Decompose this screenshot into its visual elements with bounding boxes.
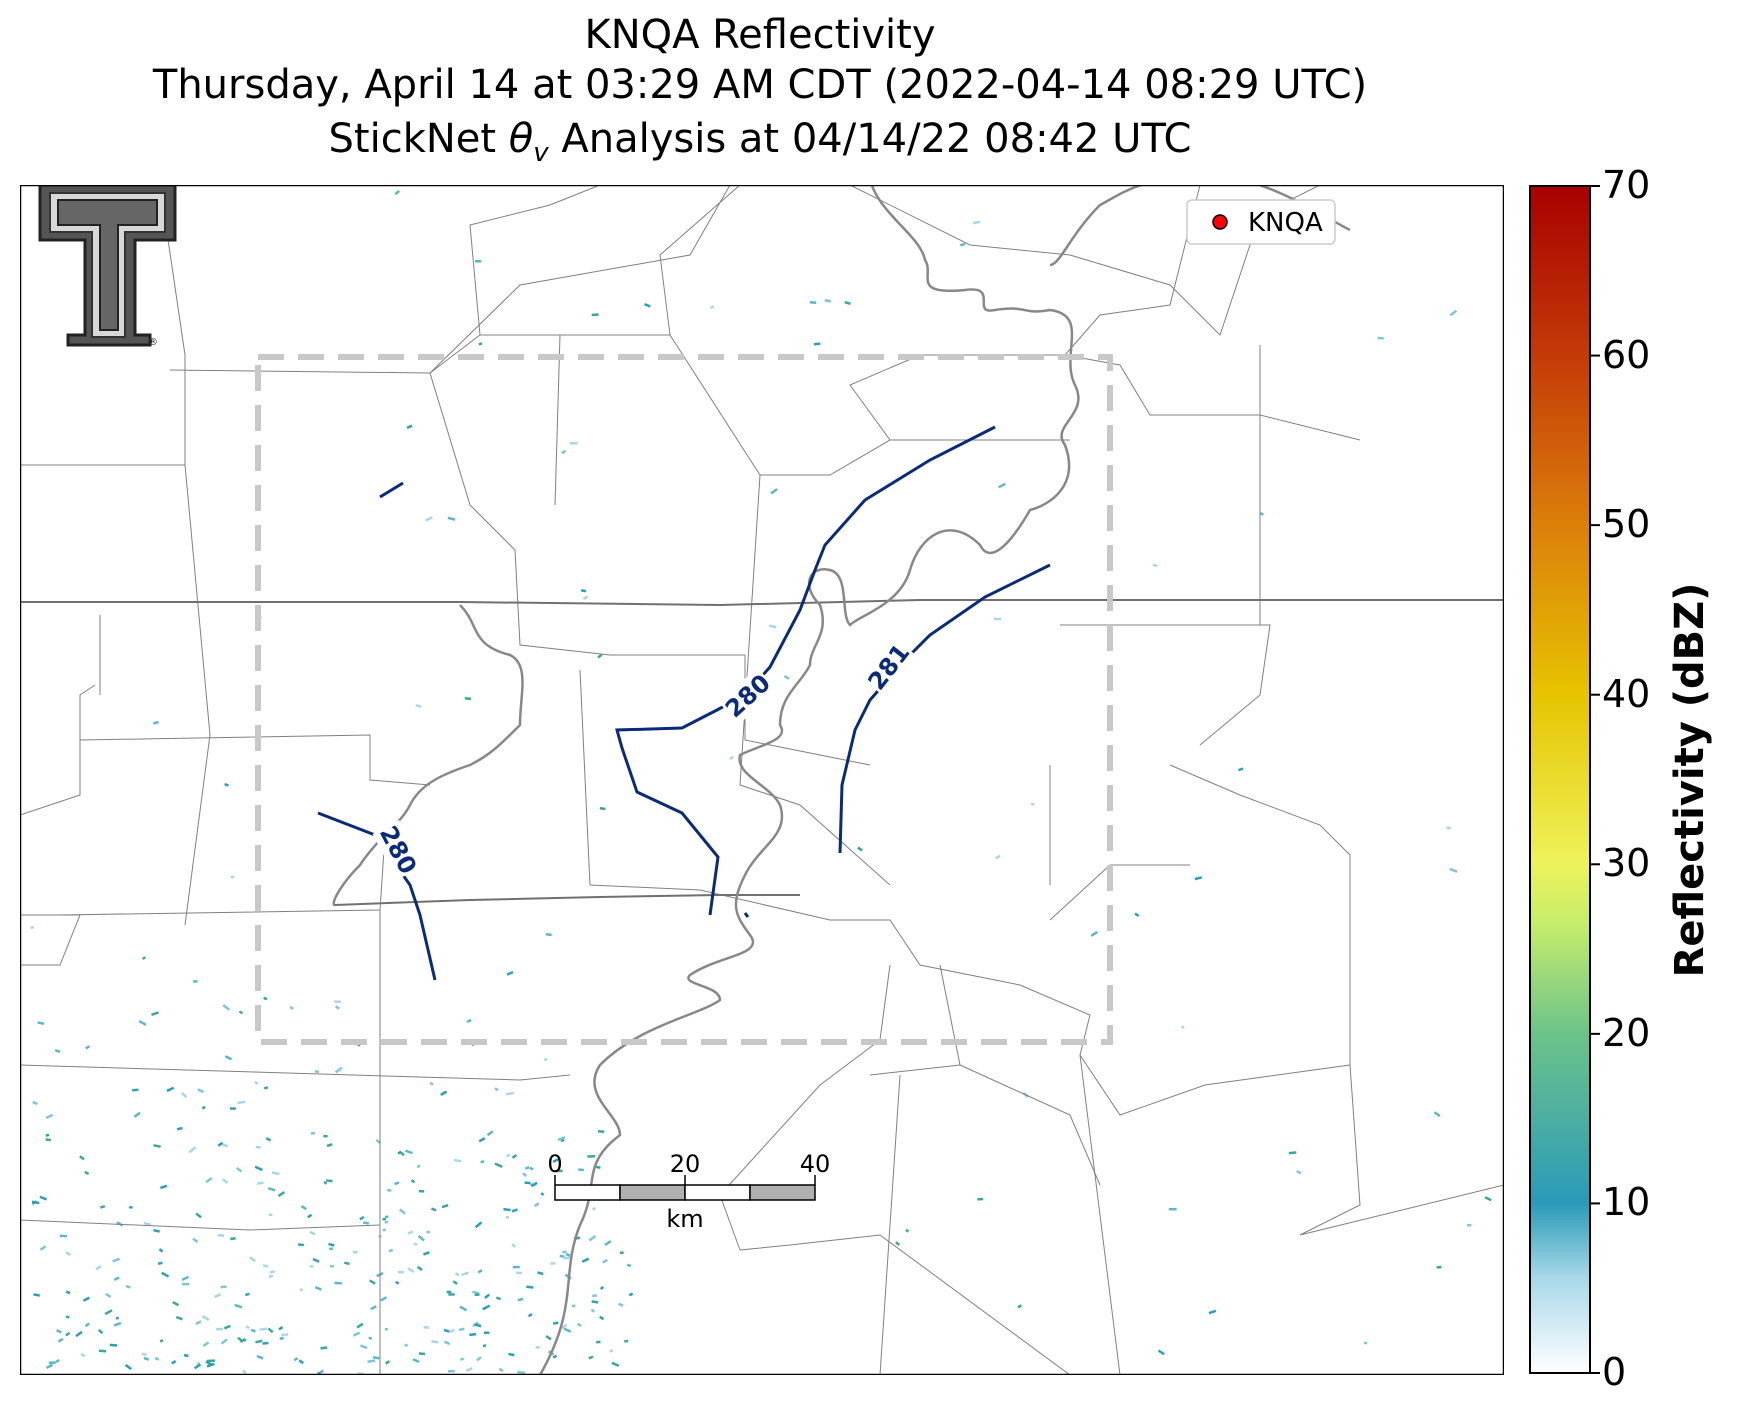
radar-map: 280 280 281 KNQA ® 0 20 40 km: [20, 185, 1504, 1375]
river-tributary-west: [332, 604, 524, 907]
map-subtitle-analysis: StickNet θv Analysis at 04/14/22 08:42 U…: [0, 116, 1520, 168]
scale-bar: 0 20 40 km: [547, 1150, 830, 1233]
state-border-south: [334, 894, 800, 906]
texas-tech-logo: ®: [38, 185, 177, 348]
contour-280-center-right: [743, 912, 750, 918]
colorbar-tick-label: 30: [1602, 841, 1651, 886]
map-subtitle-time: Thursday, April 14 at 03:29 AM CDT (2022…: [152, 62, 1368, 108]
contour-280-small: [379, 481, 404, 499]
scale-unit: km: [666, 1205, 703, 1233]
mississippi-river: [538, 185, 1080, 1375]
analysis-suffix: Analysis at 04/14/22 08:42 UTC: [548, 116, 1192, 162]
colorbar: [1529, 185, 1600, 1374]
scale-label-40: 40: [800, 1150, 831, 1178]
knqa-marker-icon: [1212, 214, 1228, 230]
colorbar-tick-label: 50: [1602, 502, 1651, 547]
reflectivity-echoes: [30, 189, 1492, 1375]
colorbar-label: Reflectivity (dBZ): [1667, 582, 1713, 978]
theta-subscript: v: [533, 138, 549, 168]
legend-label: KNQA: [1248, 208, 1323, 238]
colorbar-tick-label: 70: [1602, 163, 1651, 207]
colorbar-tick-label: 60: [1602, 332, 1651, 377]
scale-label-0: 0: [547, 1150, 562, 1178]
legend: KNQA: [1186, 199, 1336, 245]
theta-symbol: θ: [508, 116, 534, 162]
colorbar-tick-label: 20: [1602, 1010, 1651, 1055]
contour-280-west: [317, 811, 437, 981]
svg-text:®: ®: [148, 337, 158, 348]
colorbar-tick-label: 40: [1602, 671, 1651, 716]
analysis-domain-box: [255, 354, 1113, 1045]
colorbar-ticks: [1590, 185, 1600, 1374]
scale-label-20: 20: [670, 1150, 701, 1178]
colorbar-tick-label: 10: [1602, 1180, 1651, 1225]
map-title: KNQA Reflectivity: [584, 12, 936, 58]
state-border: [20, 599, 1504, 607]
analysis-prefix: StickNet: [328, 116, 509, 162]
colorbar-tick-label: 0: [1602, 1350, 1627, 1394]
